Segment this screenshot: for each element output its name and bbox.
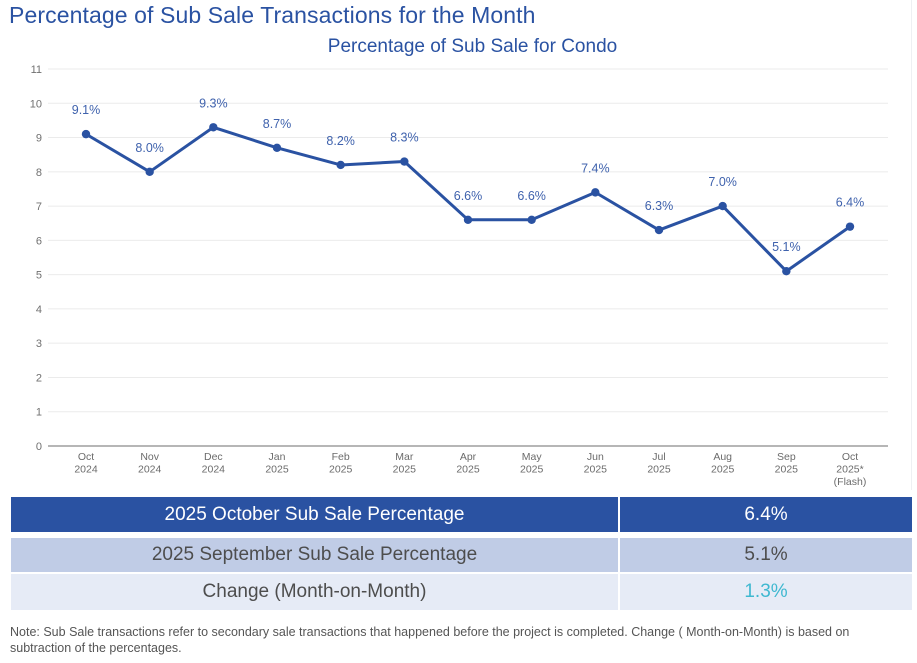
data-point	[718, 201, 727, 211]
x-tick-label: Oct 2025* (Flash)	[834, 451, 867, 488]
data-label: 8.3%	[390, 131, 419, 145]
row-value: 5.1%	[618, 538, 912, 572]
table-row-previous-month: 2025 September Sub Sale Percentage 5.1%	[11, 538, 912, 572]
data-point	[209, 123, 218, 132]
line-chart: 0 1 2 3 4 5 6 7 8 9 10 11 Oct 2024 Nov 2024 Dec 2024 Jan 2…	[30, 64, 888, 488]
data-label: 9.3%	[199, 96, 228, 110]
row-label: 2025 September Sub Sale Percentage	[11, 538, 618, 572]
x-tick-label: Sep 2025	[775, 451, 799, 476]
summary-table: 2025 October Sub Sale Percentage 6.4% 20…	[11, 497, 912, 610]
data-point	[145, 167, 154, 177]
change-value: 1.3%	[618, 574, 912, 610]
row-label: Change (Month-on-Month)	[11, 574, 618, 610]
data-label: 6.4%	[836, 196, 865, 210]
x-axis-ticks: Oct 2024 Nov 2024 Dec 2024 Jan 2025 Feb 2025 Mar 20…	[74, 451, 866, 488]
data-point	[527, 215, 536, 224]
data-label: 6.3%	[645, 199, 674, 213]
x-tick-label: Jan 2025	[265, 451, 289, 476]
row-gap	[11, 572, 912, 574]
data-labels: 9.1% 8.0% 9.3% 8.7% 8.2% 8.3% 6.6% 6.6% 7.4% 6.3%…	[72, 96, 865, 254]
data-label: 6.6%	[454, 189, 483, 203]
data-point	[845, 222, 855, 231]
x-tick-label: Jul 2025	[647, 451, 671, 476]
y-tick-label: 7	[36, 201, 42, 213]
footnote: Note: Sub Sale transactions refer to sec…	[10, 625, 850, 655]
row-gap	[11, 532, 912, 538]
x-tick-label: Nov 2024	[138, 451, 162, 476]
row-value: 6.4%	[618, 497, 912, 532]
table-row-current-month: 2025 October Sub Sale Percentage 6.4%	[11, 497, 912, 532]
y-tick-label: 2	[36, 372, 42, 384]
right-divider	[911, 0, 912, 490]
data-label: 7.0%	[708, 175, 737, 189]
x-tick-label: Feb 2025	[329, 451, 353, 476]
x-tick-label: Apr 2025	[456, 451, 480, 476]
x-tick-label: Aug 2025	[711, 451, 735, 476]
x-tick-label: Jun 2025	[584, 451, 608, 476]
y-tick-label: 5	[36, 270, 42, 282]
x-tick-label: Mar 2025	[393, 451, 417, 476]
y-tick-label: 1	[36, 407, 42, 419]
y-tick-label: 3	[36, 338, 42, 350]
data-label: 9.1%	[72, 103, 101, 117]
data-point	[336, 160, 345, 170]
data-label: 7.4%	[581, 161, 610, 175]
data-point	[591, 188, 600, 197]
y-tick-label: 9	[36, 133, 42, 145]
chart-title: Percentage of Sub Sale for Condo	[327, 36, 618, 57]
row-label: 2025 October Sub Sale Percentage	[11, 497, 618, 532]
data-label: 8.0%	[135, 141, 164, 155]
y-tick-label: 0	[36, 441, 42, 453]
table-row-change: Change (Month-on-Month) 1.3%	[11, 574, 912, 610]
y-tick-label: 4	[36, 304, 42, 316]
data-point	[272, 143, 282, 153]
y-tick-label: 11	[31, 64, 42, 76]
data-point	[782, 267, 791, 276]
data-point	[81, 129, 91, 139]
data-point	[400, 157, 409, 166]
y-tick-label: 6	[36, 235, 42, 247]
y-axis-ticks: 0 1 2 3 4 5 6 7 8 9 10 11	[30, 64, 42, 453]
data-point	[463, 215, 473, 224]
x-tick-label: Oct 2024	[74, 451, 98, 476]
data-label: 8.7%	[263, 117, 292, 131]
y-tick-label: 10	[30, 98, 42, 110]
data-label: 5.1%	[772, 240, 801, 254]
data-points	[81, 123, 855, 276]
page-title: Percentage of Sub Sale Transactions for …	[9, 2, 536, 28]
x-tick-label: May 2025	[520, 451, 544, 476]
y-tick-label: 8	[36, 167, 42, 179]
x-tick-label: Dec 2024	[202, 451, 226, 476]
data-point	[654, 225, 664, 235]
data-label: 6.6%	[517, 189, 546, 203]
data-label: 8.2%	[326, 134, 355, 148]
gridlines	[48, 68, 888, 447]
